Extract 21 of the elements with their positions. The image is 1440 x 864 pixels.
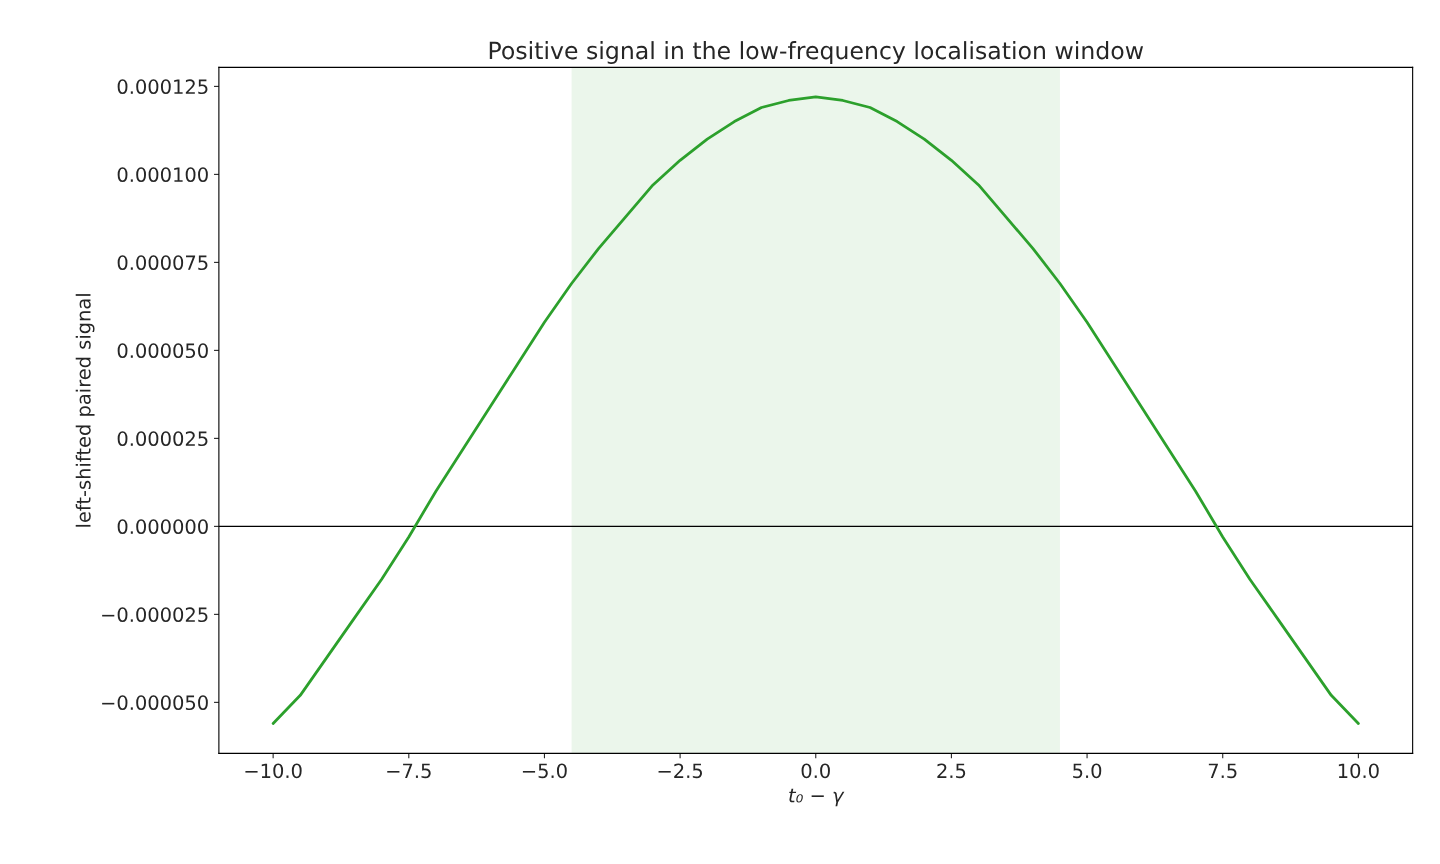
y-tick-label: 0.000075	[117, 255, 208, 271]
y-tick-label: 0.000100	[117, 167, 208, 183]
x-tick-label: 10.0	[1338, 763, 1379, 779]
x-tick-label: −5.0	[522, 763, 567, 779]
x-tick-label: −2.5	[658, 763, 703, 779]
chart-title: Positive signal in the low-frequency localisation window	[489, 41, 1144, 64]
x-tick-label: −10.0	[245, 763, 302, 779]
x-tick-label: 0.0	[801, 763, 830, 779]
y-tick-label: 0.000050	[117, 343, 208, 359]
y-tick-label: −0.000050	[102, 695, 208, 711]
y-tick-label: −0.000025	[102, 607, 208, 623]
x-tick-label: 2.5	[937, 763, 966, 779]
y-tick-label: 0.000000	[117, 519, 208, 535]
x-tick-label: 5.0	[1073, 763, 1102, 779]
y-tick-label: 0.000025	[117, 431, 208, 447]
x-tick-label: −7.5	[387, 763, 431, 779]
y-tick-label: 0.000125	[117, 79, 208, 95]
y-axis-title: left-shifted paired signal	[75, 294, 95, 527]
x-tick-label: 7.5	[1208, 763, 1237, 779]
line-series	[271, 95, 1360, 725]
x-axis-title: t₀ − γ	[789, 788, 845, 807]
